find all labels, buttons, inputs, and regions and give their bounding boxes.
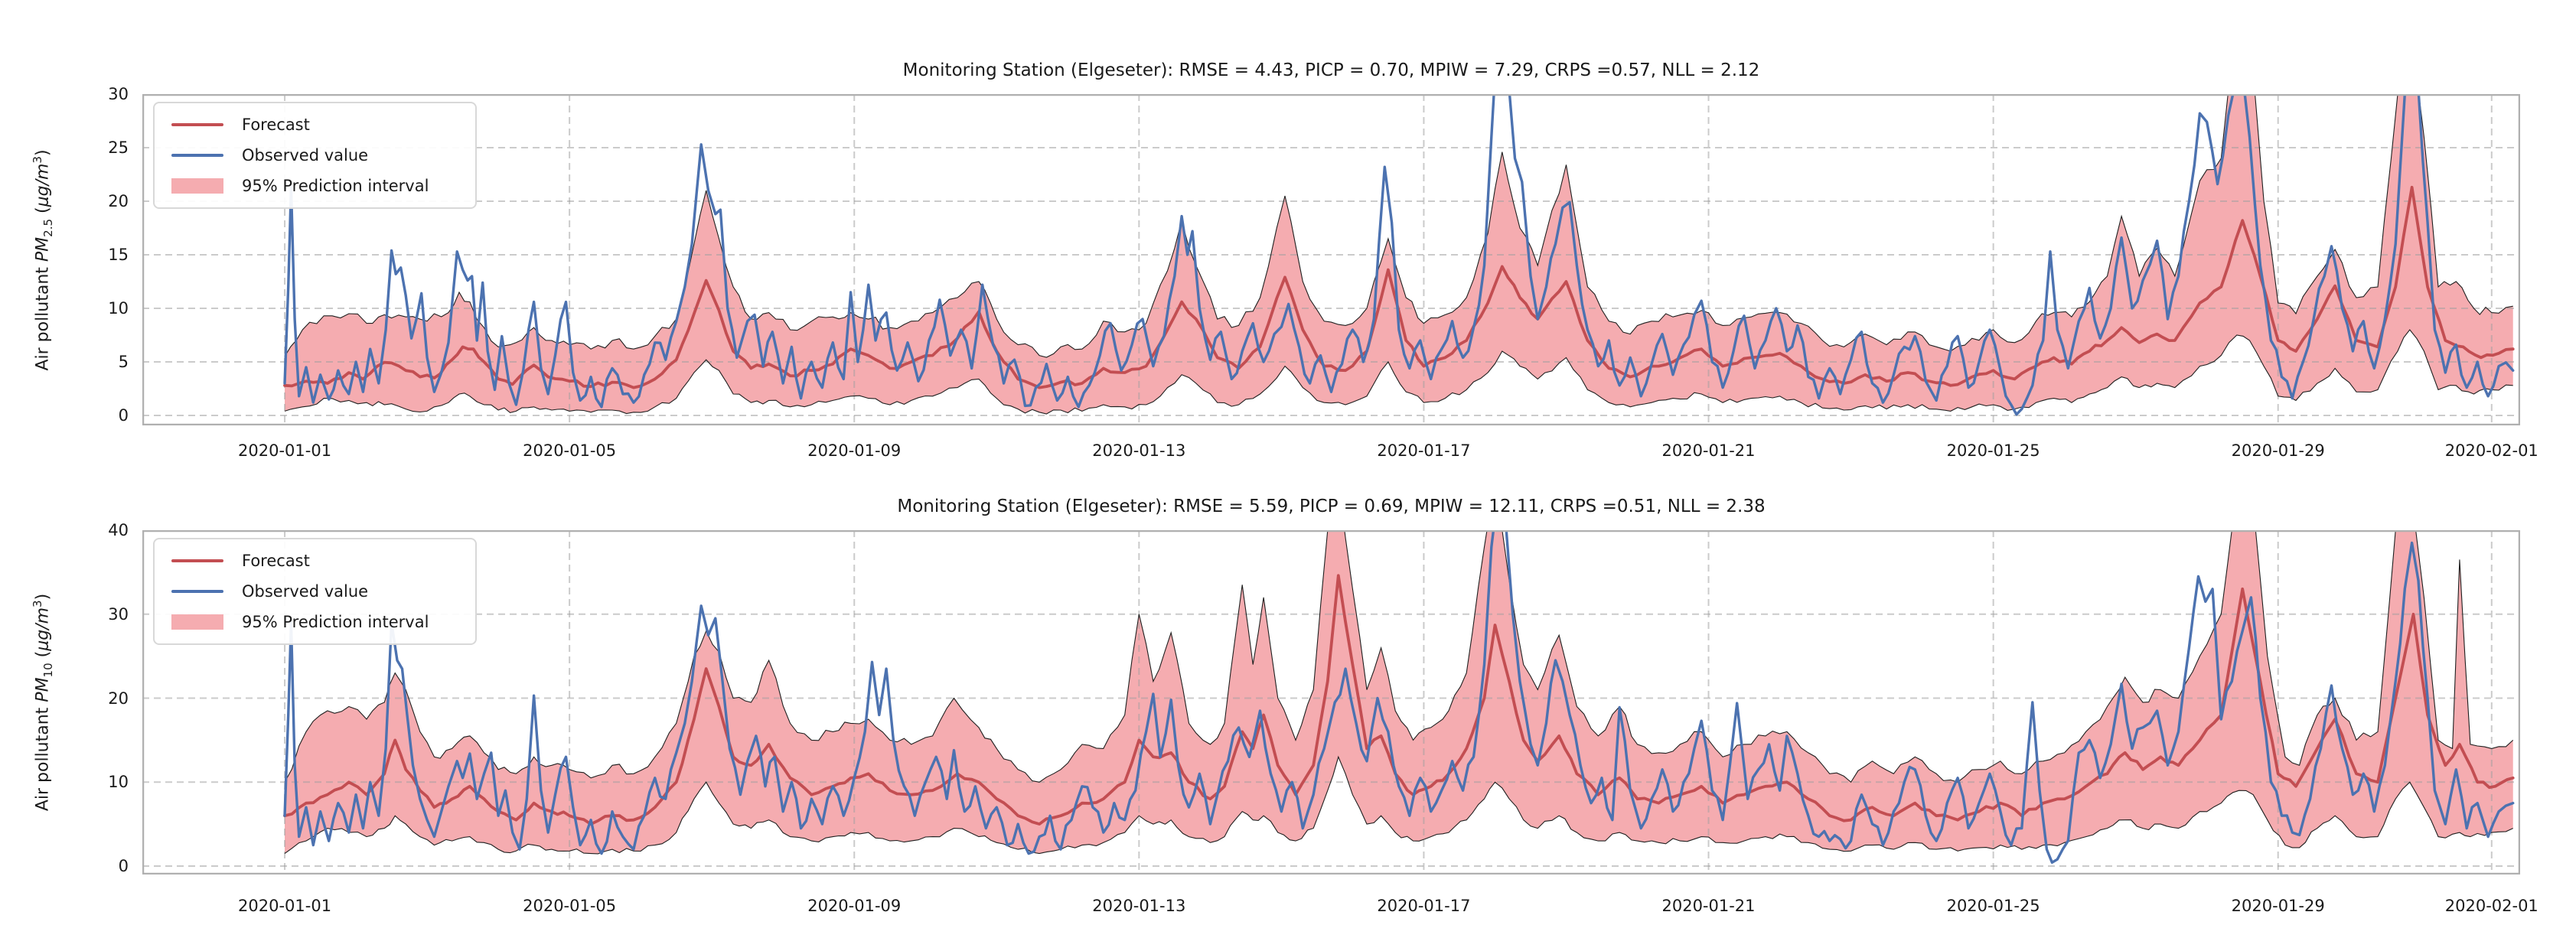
forecast-line bbox=[283, 185, 2515, 389]
x-tick-label-2020-01-09: 2020-01-09 bbox=[807, 441, 902, 460]
chart-pm10-plot-area[interactable] bbox=[142, 530, 2520, 874]
plot-series-group bbox=[142, 530, 2520, 874]
legend-item-forecast: Forecast bbox=[171, 115, 475, 134]
x-tick-label-2020-01-29: 2020-01-29 bbox=[2231, 897, 2325, 915]
x-tick-label-2020-01-21: 2020-01-21 bbox=[1661, 441, 1756, 460]
plot-border bbox=[142, 530, 2520, 874]
prediction-interval-band bbox=[285, 530, 2513, 854]
plot-border bbox=[142, 94, 2520, 425]
ylabel-superscript: 3 bbox=[31, 156, 45, 164]
x-tick-label-2020-01-17: 2020-01-17 bbox=[1377, 441, 1471, 460]
ylabel-prefix: Air pollutant bbox=[33, 702, 53, 812]
chart-pm25-title: Monitoring Station (Elgeseter): RMSE = 4… bbox=[902, 60, 1760, 80]
band-upper-edge bbox=[284, 94, 2513, 358]
x-tick-label-2020-01-21: 2020-01-21 bbox=[1661, 897, 1756, 915]
y-tick-label-30: 30 bbox=[108, 604, 129, 624]
x-tick-label-2020-01-25: 2020-01-25 bbox=[1946, 441, 2040, 460]
x-tick-label-2020-01-01: 2020-01-01 bbox=[238, 441, 332, 460]
band-upper-edge bbox=[284, 530, 2514, 783]
ylabel-superscript: 3 bbox=[31, 600, 45, 607]
x-tick-label-2020-01-29: 2020-01-29 bbox=[2231, 441, 2325, 460]
legend-label-interval: 95% Prediction interval bbox=[242, 612, 429, 631]
chart-pm25-y-axis-label: Air pollutant PM2.5 (μg/m3) bbox=[31, 149, 55, 370]
x-tick-label-2020-02-01: 2020-02-01 bbox=[2444, 441, 2539, 460]
chart-pm10-title: Monitoring Station (Elgeseter): RMSE = 5… bbox=[897, 497, 1766, 516]
observed-line-swatch bbox=[171, 590, 223, 593]
ylabel-unit: μg/m bbox=[33, 163, 53, 207]
x-tick-label-2020-02-01: 2020-02-01 bbox=[2444, 897, 2539, 915]
forecast-line-swatch bbox=[171, 559, 223, 562]
prediction-interval-swatch bbox=[171, 614, 223, 630]
observed-line bbox=[283, 530, 2515, 864]
legend-label-interval: 95% Prediction interval bbox=[242, 176, 429, 195]
y-tick-label-20: 20 bbox=[108, 191, 129, 210]
ylabel-close-paren: ) bbox=[33, 149, 53, 157]
gridlines bbox=[142, 530, 2520, 874]
legend-item-observed: Observed value bbox=[171, 581, 475, 601]
chart-pm25-legend[interactable]: Forecast Observed value 95% Prediction i… bbox=[153, 102, 477, 209]
forecast-line bbox=[283, 574, 2515, 826]
plot-series-group bbox=[142, 94, 2520, 425]
ylabel-prefix: Air pollutant bbox=[33, 262, 53, 371]
y-tick-label-0: 0 bbox=[118, 405, 129, 425]
y-tick-label-10: 10 bbox=[108, 298, 129, 318]
y-tick-label-5: 5 bbox=[118, 352, 129, 371]
x-tick-label-2020-01-05: 2020-01-05 bbox=[523, 441, 617, 460]
y-tick-label-40: 40 bbox=[108, 521, 129, 539]
chart-pm10-legend[interactable]: Forecast Observed value 95% Prediction i… bbox=[153, 538, 477, 645]
band-lower-edge bbox=[284, 329, 2513, 415]
x-tick-label-2020-01-01: 2020-01-01 bbox=[238, 897, 332, 915]
y-tick-label-15: 15 bbox=[108, 245, 129, 264]
ylabel-open-paren: ( bbox=[33, 650, 53, 663]
ylabel-unit: μg/m bbox=[33, 607, 53, 651]
legend-label-forecast: Forecast bbox=[242, 551, 310, 570]
y-tick-label-30: 30 bbox=[108, 85, 129, 103]
ylabel-pm: PM bbox=[33, 677, 53, 702]
x-tick-label-2020-01-25: 2020-01-25 bbox=[1946, 897, 2040, 915]
prediction-interval-swatch bbox=[171, 178, 223, 194]
ylabel-subscript: 2.5 bbox=[41, 218, 55, 237]
x-tick-label-2020-01-13: 2020-01-13 bbox=[1092, 441, 1186, 460]
legend-label-observed: Observed value bbox=[242, 145, 369, 164]
observed-line bbox=[283, 94, 2515, 416]
chart-pm10-y-axis-label: Air pollutant PM10 (μg/m3) bbox=[31, 594, 55, 811]
forecast-line-swatch bbox=[171, 123, 223, 126]
chart-pm25-plot-area[interactable] bbox=[142, 94, 2520, 425]
ylabel-pm: PM bbox=[33, 236, 53, 262]
legend-item-interval: 95% Prediction interval bbox=[171, 614, 475, 630]
y-tick-label-25: 25 bbox=[108, 138, 129, 157]
y-tick-label-20: 20 bbox=[108, 689, 129, 708]
y-tick-label-0: 0 bbox=[118, 857, 129, 876]
x-tick-label-2020-01-13: 2020-01-13 bbox=[1092, 897, 1186, 915]
legend-item-observed: Observed value bbox=[171, 145, 475, 164]
ylabel-open-paren: ( bbox=[33, 207, 53, 219]
legend-label-forecast: Forecast bbox=[242, 115, 310, 134]
band-lower-edge bbox=[284, 755, 2513, 855]
ylabel-close-paren: ) bbox=[33, 593, 53, 601]
legend-item-interval: 95% Prediction interval bbox=[171, 176, 475, 195]
prediction-interval-band bbox=[285, 94, 2513, 414]
observed-line-swatch bbox=[171, 154, 223, 157]
y-tick-label-10: 10 bbox=[108, 773, 129, 792]
x-tick-label-2020-01-17: 2020-01-17 bbox=[1377, 897, 1471, 915]
legend-item-forecast: Forecast bbox=[171, 551, 475, 570]
legend-label-observed: Observed value bbox=[242, 581, 369, 601]
x-tick-label-2020-01-09: 2020-01-09 bbox=[807, 897, 902, 915]
x-tick-label-2020-01-05: 2020-01-05 bbox=[523, 897, 617, 915]
ylabel-subscript: 10 bbox=[41, 663, 55, 678]
